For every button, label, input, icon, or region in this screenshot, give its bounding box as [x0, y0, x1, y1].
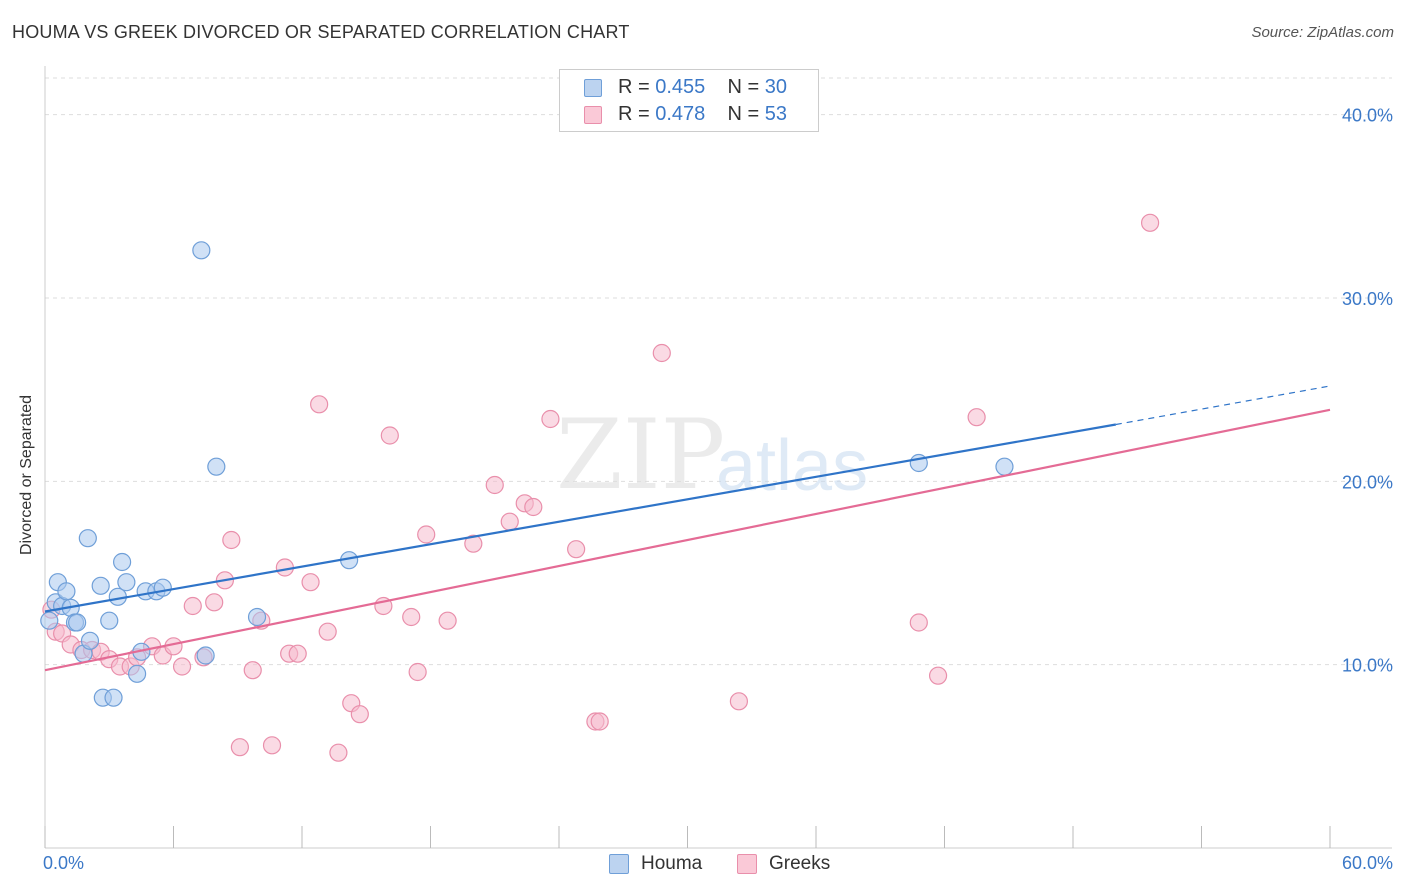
greeks-point	[329, 743, 348, 762]
labels-layer: 10.0% 20.0% 30.0% 40.0% 0.0% 60.0%	[43, 106, 1393, 873]
houma-point	[995, 457, 1014, 476]
greeks-point	[652, 343, 671, 363]
houma-legend-label: Houma	[641, 853, 703, 874]
trend-layer	[44, 385, 1331, 672]
greeks-trend-line	[44, 408, 1331, 672]
houma-point	[57, 582, 76, 601]
greeks-n-label: N =	[727, 103, 760, 125]
greeks-point	[230, 738, 249, 757]
houma-point	[112, 552, 132, 572]
source-label: Source: ZipAtlas.com	[1251, 24, 1394, 41]
houma-point	[80, 631, 100, 650]
greeks-point	[301, 573, 320, 592]
watermark-atlas: atlas	[716, 426, 868, 506]
houma-point	[127, 664, 147, 683]
greeks-point	[318, 622, 337, 641]
greeks-point	[350, 705, 369, 724]
greeks-n-value: 53	[764, 103, 788, 125]
houma-point	[207, 457, 226, 476]
houma-trend-line	[44, 423, 1117, 613]
greeks-point	[967, 408, 986, 427]
y-axis-label: Divorced or Separated	[18, 394, 35, 555]
greeks-point	[500, 512, 519, 531]
houma-swatch	[584, 79, 602, 97]
watermark: ZIP atlas	[556, 399, 868, 511]
houma-n-value: 30	[764, 76, 788, 98]
x-tick-label-right: 60.0%	[1342, 853, 1393, 873]
y-tick-label: 20.0%	[1342, 472, 1393, 492]
greeks-point	[183, 596, 202, 616]
greeks-legend-label: Greeks	[769, 853, 831, 874]
greeks-point	[288, 644, 307, 663]
greeks-point	[567, 540, 586, 559]
axes-layer	[44, 66, 1392, 849]
greeks-point	[590, 712, 609, 731]
greeks-r-value: 0.478	[655, 103, 706, 125]
greeks-legend-swatch	[737, 854, 757, 874]
houma-point	[247, 607, 267, 627]
houma-n-label: N =	[727, 76, 760, 98]
greeks-point	[222, 530, 241, 550]
greeks-point	[909, 613, 928, 632]
greeks-point	[541, 409, 560, 429]
houma-point	[196, 646, 215, 665]
greeks-point	[438, 611, 457, 630]
houma-point	[192, 241, 211, 260]
houma-r-label: R =	[618, 76, 650, 98]
houma-point	[68, 613, 87, 632]
y-tick-label: 30.0%	[1342, 289, 1393, 309]
greeks-point	[524, 497, 543, 517]
houma-r-value: 0.455	[655, 76, 706, 98]
houma-legend-swatch	[609, 854, 629, 874]
greeks-point	[172, 657, 192, 676]
houma-point	[104, 688, 123, 707]
y-axis-label-wrap: Divorced or Separated	[18, 395, 38, 755]
greeks-point	[205, 593, 224, 612]
y-tick-label: 10.0%	[1342, 656, 1393, 676]
houma-point	[40, 611, 59, 630]
houma-point	[117, 573, 136, 592]
y-tick-label: 40.0%	[1342, 106, 1393, 126]
houma-point	[153, 578, 172, 597]
greeks-point	[485, 475, 504, 495]
points-layer	[40, 213, 1160, 762]
greeks-point	[729, 692, 749, 711]
greeks-point	[262, 736, 282, 755]
greeks-point	[408, 662, 427, 682]
greeks-point	[310, 395, 329, 414]
x-tick-label-left: 0.0%	[43, 853, 84, 873]
chart-title: HOUMA VS GREEK DIVORCED OR SEPARATED COR…	[12, 22, 630, 42]
greeks-point	[380, 426, 399, 445]
watermark-zip: ZIP	[556, 399, 725, 511]
greeks-point	[402, 607, 421, 627]
greeks-r-label: R =	[618, 103, 650, 125]
stats-legend: R = 0.455 N = 30 R = 0.478 N = 53	[559, 69, 819, 132]
greeks-point	[243, 661, 262, 680]
greeks-point	[928, 666, 948, 685]
houma-trend-extension	[1115, 385, 1331, 426]
houma-point	[91, 576, 110, 595]
greeks-point	[417, 525, 436, 544]
greeks-point	[1140, 213, 1160, 232]
houma-point	[78, 529, 97, 548]
houma-point	[100, 611, 119, 630]
greeks-point	[464, 534, 483, 553]
greeks-swatch	[584, 106, 602, 124]
